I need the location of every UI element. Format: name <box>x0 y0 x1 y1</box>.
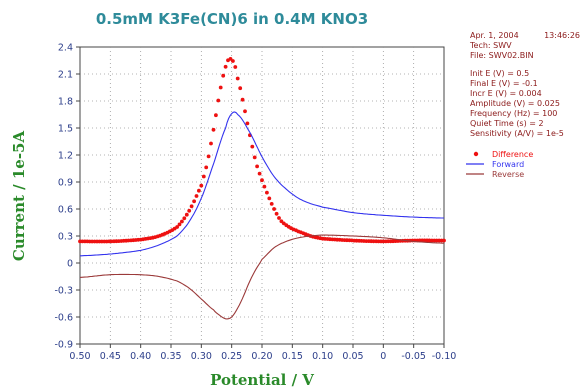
y-tick-label: 0.3 <box>58 232 73 243</box>
legend-label-reverse: Reverse <box>492 170 524 179</box>
difference-point <box>192 199 197 204</box>
x-tick-label: 0.50 <box>69 351 90 362</box>
difference-point <box>223 64 228 69</box>
difference-point <box>245 121 250 126</box>
difference-point <box>177 222 182 227</box>
difference-point <box>257 171 262 176</box>
difference-point <box>218 85 223 90</box>
difference-point <box>269 202 274 206</box>
difference-point <box>221 73 226 78</box>
difference-point <box>238 86 243 91</box>
x-tick-label: 0.40 <box>130 351 151 362</box>
info-date: Apr. 1, 2004 <box>470 31 519 40</box>
x-tick-label: 0.25 <box>221 351 242 362</box>
grid <box>76 46 445 348</box>
difference-point <box>184 212 189 217</box>
difference-point <box>235 76 240 81</box>
y-tick-label: 0.6 <box>58 205 73 216</box>
info-panel: Apr. 1, 2004 13:46:26 Tech: SWV File: SW… <box>469 31 580 138</box>
x-tick-label: 0.15 <box>282 351 303 362</box>
difference-point <box>175 225 180 229</box>
difference-point <box>204 165 209 170</box>
difference-point <box>274 211 279 216</box>
y-tick-label: 1.5 <box>58 124 73 135</box>
x-tick-label: -0.05 <box>401 351 426 362</box>
info-param: Final E (V) = -0.1 <box>470 79 538 88</box>
difference-point <box>214 113 218 118</box>
legend-marker-difference <box>473 151 479 157</box>
difference-point <box>216 98 221 103</box>
info-param: Quiet Time (s) = 2 <box>470 119 544 128</box>
difference-point <box>197 188 201 193</box>
x-tick-label: 0.10 <box>312 351 333 362</box>
series-group <box>78 57 446 320</box>
difference-point <box>199 183 204 188</box>
x-tick-labels: 0.50 0.45 0.40 0.35 0.30 0.25 0.20 0.15 0.10 0.05… <box>69 351 456 362</box>
difference-point <box>267 196 272 201</box>
legend-label-forward: Forward <box>492 160 524 169</box>
difference-point <box>182 216 187 221</box>
difference-point <box>265 190 269 195</box>
info-param: Init E (V) = 0.5 <box>470 69 529 78</box>
info-param: Amplitude (V) = 0.025 <box>470 99 560 108</box>
legend-label-difference: Difference <box>492 150 533 159</box>
difference-point <box>262 184 267 189</box>
x-tick-label: 0 <box>380 351 386 362</box>
difference-point <box>260 178 264 183</box>
info-tech: Tech: SWV <box>469 41 512 50</box>
difference-point <box>255 164 259 169</box>
difference-point <box>201 174 206 179</box>
series-reverse-line <box>79 234 444 320</box>
y-tick-label: 1.8 <box>58 97 73 108</box>
x-axis-label: Potential / V <box>210 371 314 389</box>
y-tick-label: 2.4 <box>58 43 73 54</box>
info-time: 13:46:26 <box>544 31 580 40</box>
difference-point <box>250 144 255 149</box>
y-tick-label: 2.1 <box>58 70 73 81</box>
info-param: Frequency (Hz) = 100 <box>470 109 557 118</box>
x-tick-label: 0.05 <box>342 351 363 362</box>
difference-point <box>233 65 238 69</box>
difference-point <box>243 109 247 114</box>
y-tick-label: -0.9 <box>54 340 73 351</box>
difference-point <box>180 219 184 224</box>
x-tick-label: 0.35 <box>160 351 181 362</box>
difference-point <box>194 194 199 198</box>
difference-point <box>277 216 281 220</box>
x-tick-label: 0.45 <box>100 351 121 362</box>
x-tick-label: 0.20 <box>251 351 272 362</box>
difference-point <box>209 141 213 146</box>
difference-point <box>206 154 211 159</box>
y-tick-label: 1.2 <box>58 151 73 162</box>
chart-title: 0.5mM K3Fe(CN)6 in 0.4M KNO3 <box>96 10 368 28</box>
y-tick-labels: 2.4 2.1 1.8 1.5 1.2 0.9 0.6 0.3 0 -0.3 -0.6 -0.9 <box>54 43 73 351</box>
y-axis-label: Current / 1e-5A <box>10 131 28 262</box>
difference-point <box>252 155 257 160</box>
y-tick-label: -0.3 <box>54 286 73 297</box>
info-file: File: SWV02.BIN <box>470 51 534 60</box>
difference-point <box>442 238 446 243</box>
info-param: Incr E (V) = 0.004 <box>470 89 542 98</box>
difference-point <box>231 59 235 63</box>
difference-point <box>187 208 192 213</box>
x-tick-label: -0.10 <box>432 351 457 362</box>
y-tick-label: 0.9 <box>58 178 73 189</box>
difference-point <box>240 97 245 102</box>
series-difference <box>78 57 446 244</box>
difference-point <box>272 207 276 211</box>
info-param: Sensitivity (A/V) = 1e-5 <box>470 129 564 138</box>
series-forward-line <box>80 111 444 257</box>
x-tick-label: 0.30 <box>191 351 212 362</box>
y-tick-label: -0.6 <box>54 313 73 324</box>
difference-point <box>189 204 194 209</box>
y-tick-label: 0 <box>67 259 73 270</box>
difference-point <box>211 127 216 132</box>
